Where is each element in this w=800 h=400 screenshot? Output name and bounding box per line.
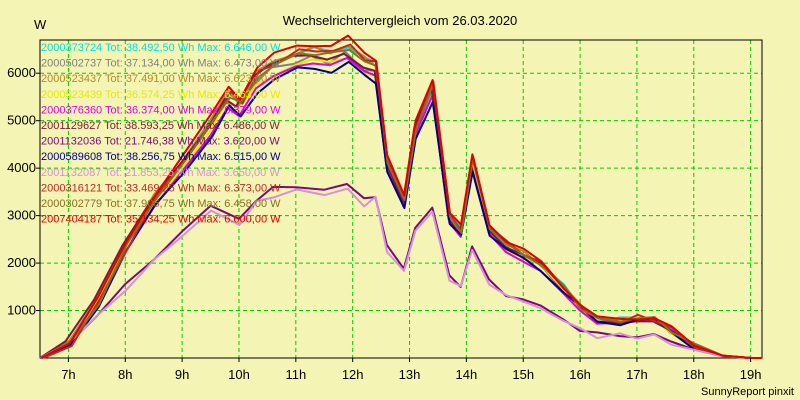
x-tick-label: 13h bbox=[399, 367, 421, 382]
credit-text: SunnyReport pinxit bbox=[701, 386, 794, 398]
y-axis-unit: W bbox=[34, 17, 47, 32]
series-lines bbox=[39, 34, 762, 359]
plot-area-frame bbox=[39, 39, 763, 359]
x-tick-label: 18h bbox=[683, 367, 705, 382]
legend-entry: 2000523439 Tot: 36.574,25 Wh Max: 6.463,… bbox=[41, 89, 281, 101]
legend-entry: 2000523437 Tot: 37.491,00 Wh Max: 6.623,… bbox=[41, 73, 281, 85]
legend-entry: 2000302779 Tot: 37.906,75 Wh Max: 6.458,… bbox=[41, 198, 281, 210]
legend-entry: 2001132087 Tot: 21.853,25 Wh Max: 3.650,… bbox=[41, 167, 280, 179]
legend-entry: 2000502737 Tot: 37.134,00 Wh Max: 6.473,… bbox=[41, 58, 281, 70]
series-line bbox=[40, 187, 762, 359]
legend-entry: 2001129627 Tot: 38.593,25 Wh Max: 6.486,… bbox=[41, 120, 280, 132]
legend-entry: 2000373724 Tot: 38.492,50 Wh Max: 6.646,… bbox=[41, 42, 281, 54]
series-line bbox=[40, 34, 762, 359]
y-tick-label: 1000 bbox=[7, 303, 36, 318]
y-axis-ticks: 1000 2000 3000 4000 5000 6000 bbox=[7, 65, 40, 318]
x-tick-label: 8h bbox=[118, 367, 132, 382]
series-line bbox=[41, 60, 762, 359]
legend-entry: 2007404187 Tot: 35.134,25 Wh Max: 6.600,… bbox=[41, 214, 281, 226]
x-tick-label: 16h bbox=[569, 367, 591, 382]
legend-entry: 2000316121 Tot: 33.469,25 Wh Max: 6.373,… bbox=[41, 182, 281, 194]
x-tick-label: 11h bbox=[285, 367, 306, 382]
y-tick-label: 2000 bbox=[7, 255, 36, 270]
x-tick-label: 15h bbox=[512, 367, 534, 382]
x-tick-label: 9h bbox=[175, 367, 189, 382]
x-tick-label: 19h bbox=[740, 367, 762, 382]
y-tick-label: 5000 bbox=[7, 113, 36, 128]
x-tick-label: 14h bbox=[456, 367, 478, 382]
legend-entry: 2000589608 Tot: 38.256,75 Wh Max: 6.515,… bbox=[41, 151, 281, 163]
y-tick-label: 4000 bbox=[7, 160, 36, 175]
y-tick-label: 3000 bbox=[7, 208, 36, 223]
legend-entry: 2001132036 Tot: 21.746,38 Wh Max: 3.620,… bbox=[41, 136, 280, 148]
x-tick-label: 12h bbox=[342, 367, 364, 382]
chart-title: Wechselrichtervergleich vom 26.03.2020 bbox=[283, 13, 518, 28]
x-tick-label: 7h bbox=[61, 367, 75, 382]
y-tick-label: 6000 bbox=[7, 65, 36, 80]
x-axis-ticks: 7h 8h 9h 10h 11h 12h 13h 14h 15h 16h 17h 18h 19h bbox=[61, 358, 761, 382]
series-line bbox=[39, 183, 762, 359]
x-tick-label: 10h bbox=[228, 367, 250, 382]
x-tick-label: 17h bbox=[626, 367, 648, 382]
legend: 2000373724 Tot: 38.492,50 Wh Max: 6.646,… bbox=[41, 42, 281, 226]
legend-entry: 2000376360 Tot: 36.374,00 Wh Max: 6.379,… bbox=[41, 104, 281, 116]
